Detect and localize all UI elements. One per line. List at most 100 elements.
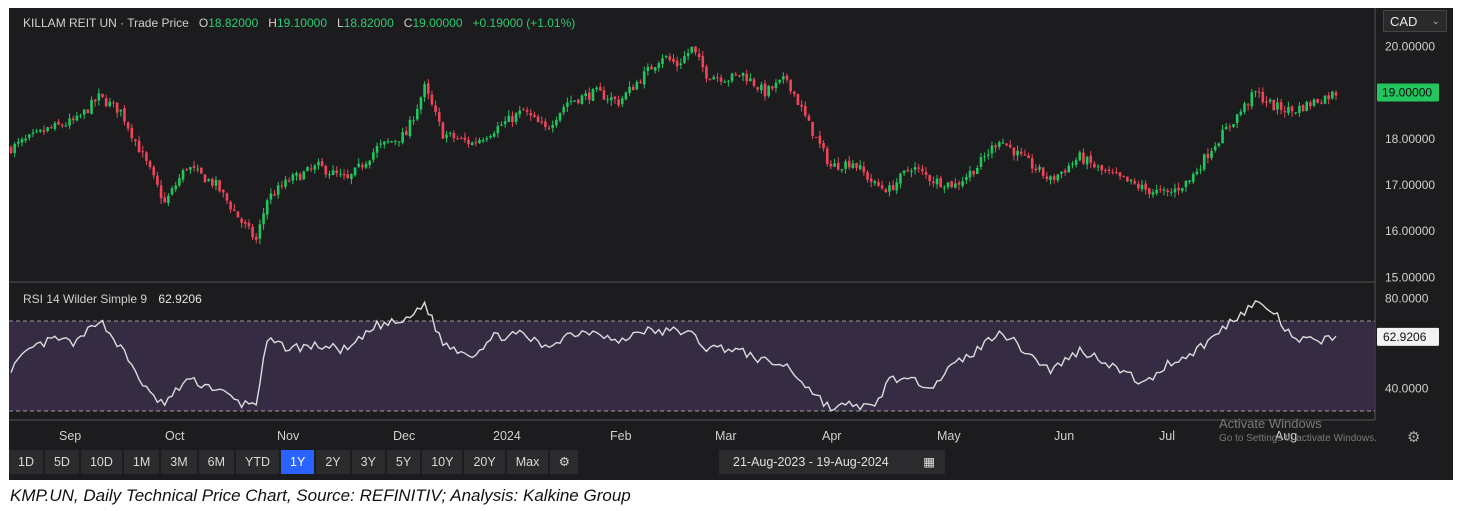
- candle-body: [309, 168, 313, 170]
- candle-body: [639, 81, 642, 84]
- candle-body: [500, 124, 503, 126]
- x-tick-label: Aug: [1275, 429, 1297, 443]
- candle-body: [1206, 153, 1210, 158]
- candle-body: [657, 63, 661, 68]
- candle-body: [258, 224, 262, 239]
- candle-body: [1074, 160, 1078, 165]
- candle-body: [489, 135, 492, 138]
- candle-body: [957, 182, 961, 185]
- chart-panel[interactable]: 20.00000 19.00000 18.00000 17.00000 16.00000…: [9, 8, 1453, 480]
- candle-body: [1254, 91, 1257, 93]
- candle-body: [756, 87, 759, 90]
- candle-body: [591, 89, 595, 101]
- candle-body: [551, 124, 555, 128]
- candle-body: [1107, 169, 1111, 172]
- candle-body: [434, 105, 437, 112]
- candle-body: [866, 172, 869, 180]
- candle-body: [924, 172, 928, 175]
- candle-body: [672, 58, 675, 62]
- open-value: 18.82000: [208, 16, 259, 30]
- candle-body: [555, 119, 558, 126]
- candle-body: [1166, 190, 1169, 193]
- candle-body: [229, 201, 232, 210]
- candle-body: [130, 127, 134, 139]
- range-button-20y[interactable]: 20Y: [464, 450, 505, 474]
- candle-body: [1078, 152, 1082, 161]
- candle-body: [350, 174, 353, 179]
- candle-body: [218, 180, 221, 192]
- candle-body: [712, 76, 716, 80]
- candle-body: [1312, 99, 1316, 106]
- candle-body: [126, 122, 130, 129]
- candle-body: [291, 174, 295, 181]
- candle-body: [873, 181, 877, 184]
- candle-body: [137, 140, 141, 153]
- candle-body: [474, 142, 478, 144]
- range-button-10y[interactable]: 10Y: [422, 450, 463, 474]
- range-button-6m[interactable]: 6M: [198, 450, 235, 474]
- candle-body: [123, 108, 126, 122]
- range-button-5y[interactable]: 5Y: [386, 450, 421, 474]
- candle-body: [163, 197, 167, 203]
- candle-body: [1045, 176, 1049, 179]
- candle-body: [339, 173, 342, 175]
- candle-body: [588, 92, 591, 100]
- range-button-10d[interactable]: 10D: [80, 450, 122, 474]
- range-button-5d[interactable]: 5D: [44, 450, 79, 474]
- candle-body: [1309, 102, 1312, 107]
- range-button-1d[interactable]: 1D: [9, 450, 43, 474]
- x-tick-label: Oct: [165, 429, 185, 443]
- candle-body: [1294, 112, 1298, 114]
- range-button-1y[interactable]: 1Y: [281, 450, 315, 474]
- candle-body: [53, 123, 57, 129]
- candle-body: [1133, 181, 1136, 184]
- candle-body: [254, 236, 258, 240]
- range-button-3m[interactable]: 3M: [161, 450, 197, 474]
- chart-settings-gear-icon[interactable]: ⚙: [550, 450, 579, 474]
- candle-body: [75, 115, 79, 121]
- chart-svg[interactable]: 20.00000 19.00000 18.00000 17.00000 16.00000…: [9, 8, 1453, 480]
- candle-body: [342, 173, 346, 176]
- candle-body: [686, 52, 690, 57]
- candle-body: [749, 78, 752, 82]
- candle-body: [287, 180, 291, 182]
- candle-body: [782, 76, 785, 80]
- range-button-2y[interactable]: 2Y: [316, 450, 350, 474]
- candle-body: [811, 121, 814, 137]
- range-button-3y[interactable]: 3Y: [351, 450, 385, 474]
- chevron-down-icon: ⌄: [1431, 16, 1440, 27]
- currency-select[interactable]: CAD ⌄: [1383, 10, 1447, 32]
- candle-body: [1301, 105, 1305, 111]
- candle-body: [994, 145, 997, 148]
- candle-body: [913, 167, 917, 170]
- candle-body: [232, 209, 236, 211]
- candle-body: [595, 87, 598, 90]
- candle-body: [1008, 144, 1012, 148]
- candle-body: [386, 141, 390, 143]
- candle-body: [708, 78, 712, 80]
- candle-body: [1140, 184, 1144, 190]
- candle-body: [734, 74, 738, 76]
- candle-body: [844, 161, 847, 169]
- candle-body: [928, 175, 932, 182]
- candle-body: [825, 148, 829, 164]
- candle-body: [276, 185, 280, 195]
- date-range-picker[interactable]: 21-Aug-2023 - 19-Aug-2024 ▦: [719, 450, 945, 474]
- candle-body: [86, 109, 90, 114]
- candle-body: [624, 92, 628, 100]
- candle-body: [28, 134, 31, 138]
- range-button-ytd[interactable]: YTD: [236, 450, 280, 474]
- candle-body: [262, 213, 265, 225]
- settings-gear-icon[interactable]: ⚙: [1407, 429, 1421, 446]
- candle-body: [1063, 170, 1067, 173]
- candle-body: [1261, 91, 1265, 103]
- rsi-value-label: 62.9206: [1383, 330, 1427, 344]
- range-button-1m[interactable]: 1M: [123, 450, 160, 474]
- candle-body: [566, 102, 569, 107]
- candle-body: [1060, 171, 1063, 174]
- range-button-max[interactable]: Max: [506, 450, 549, 474]
- candle-body: [178, 178, 181, 186]
- candle-body: [284, 179, 287, 187]
- candle-body: [1096, 166, 1100, 168]
- candle-body: [49, 127, 53, 129]
